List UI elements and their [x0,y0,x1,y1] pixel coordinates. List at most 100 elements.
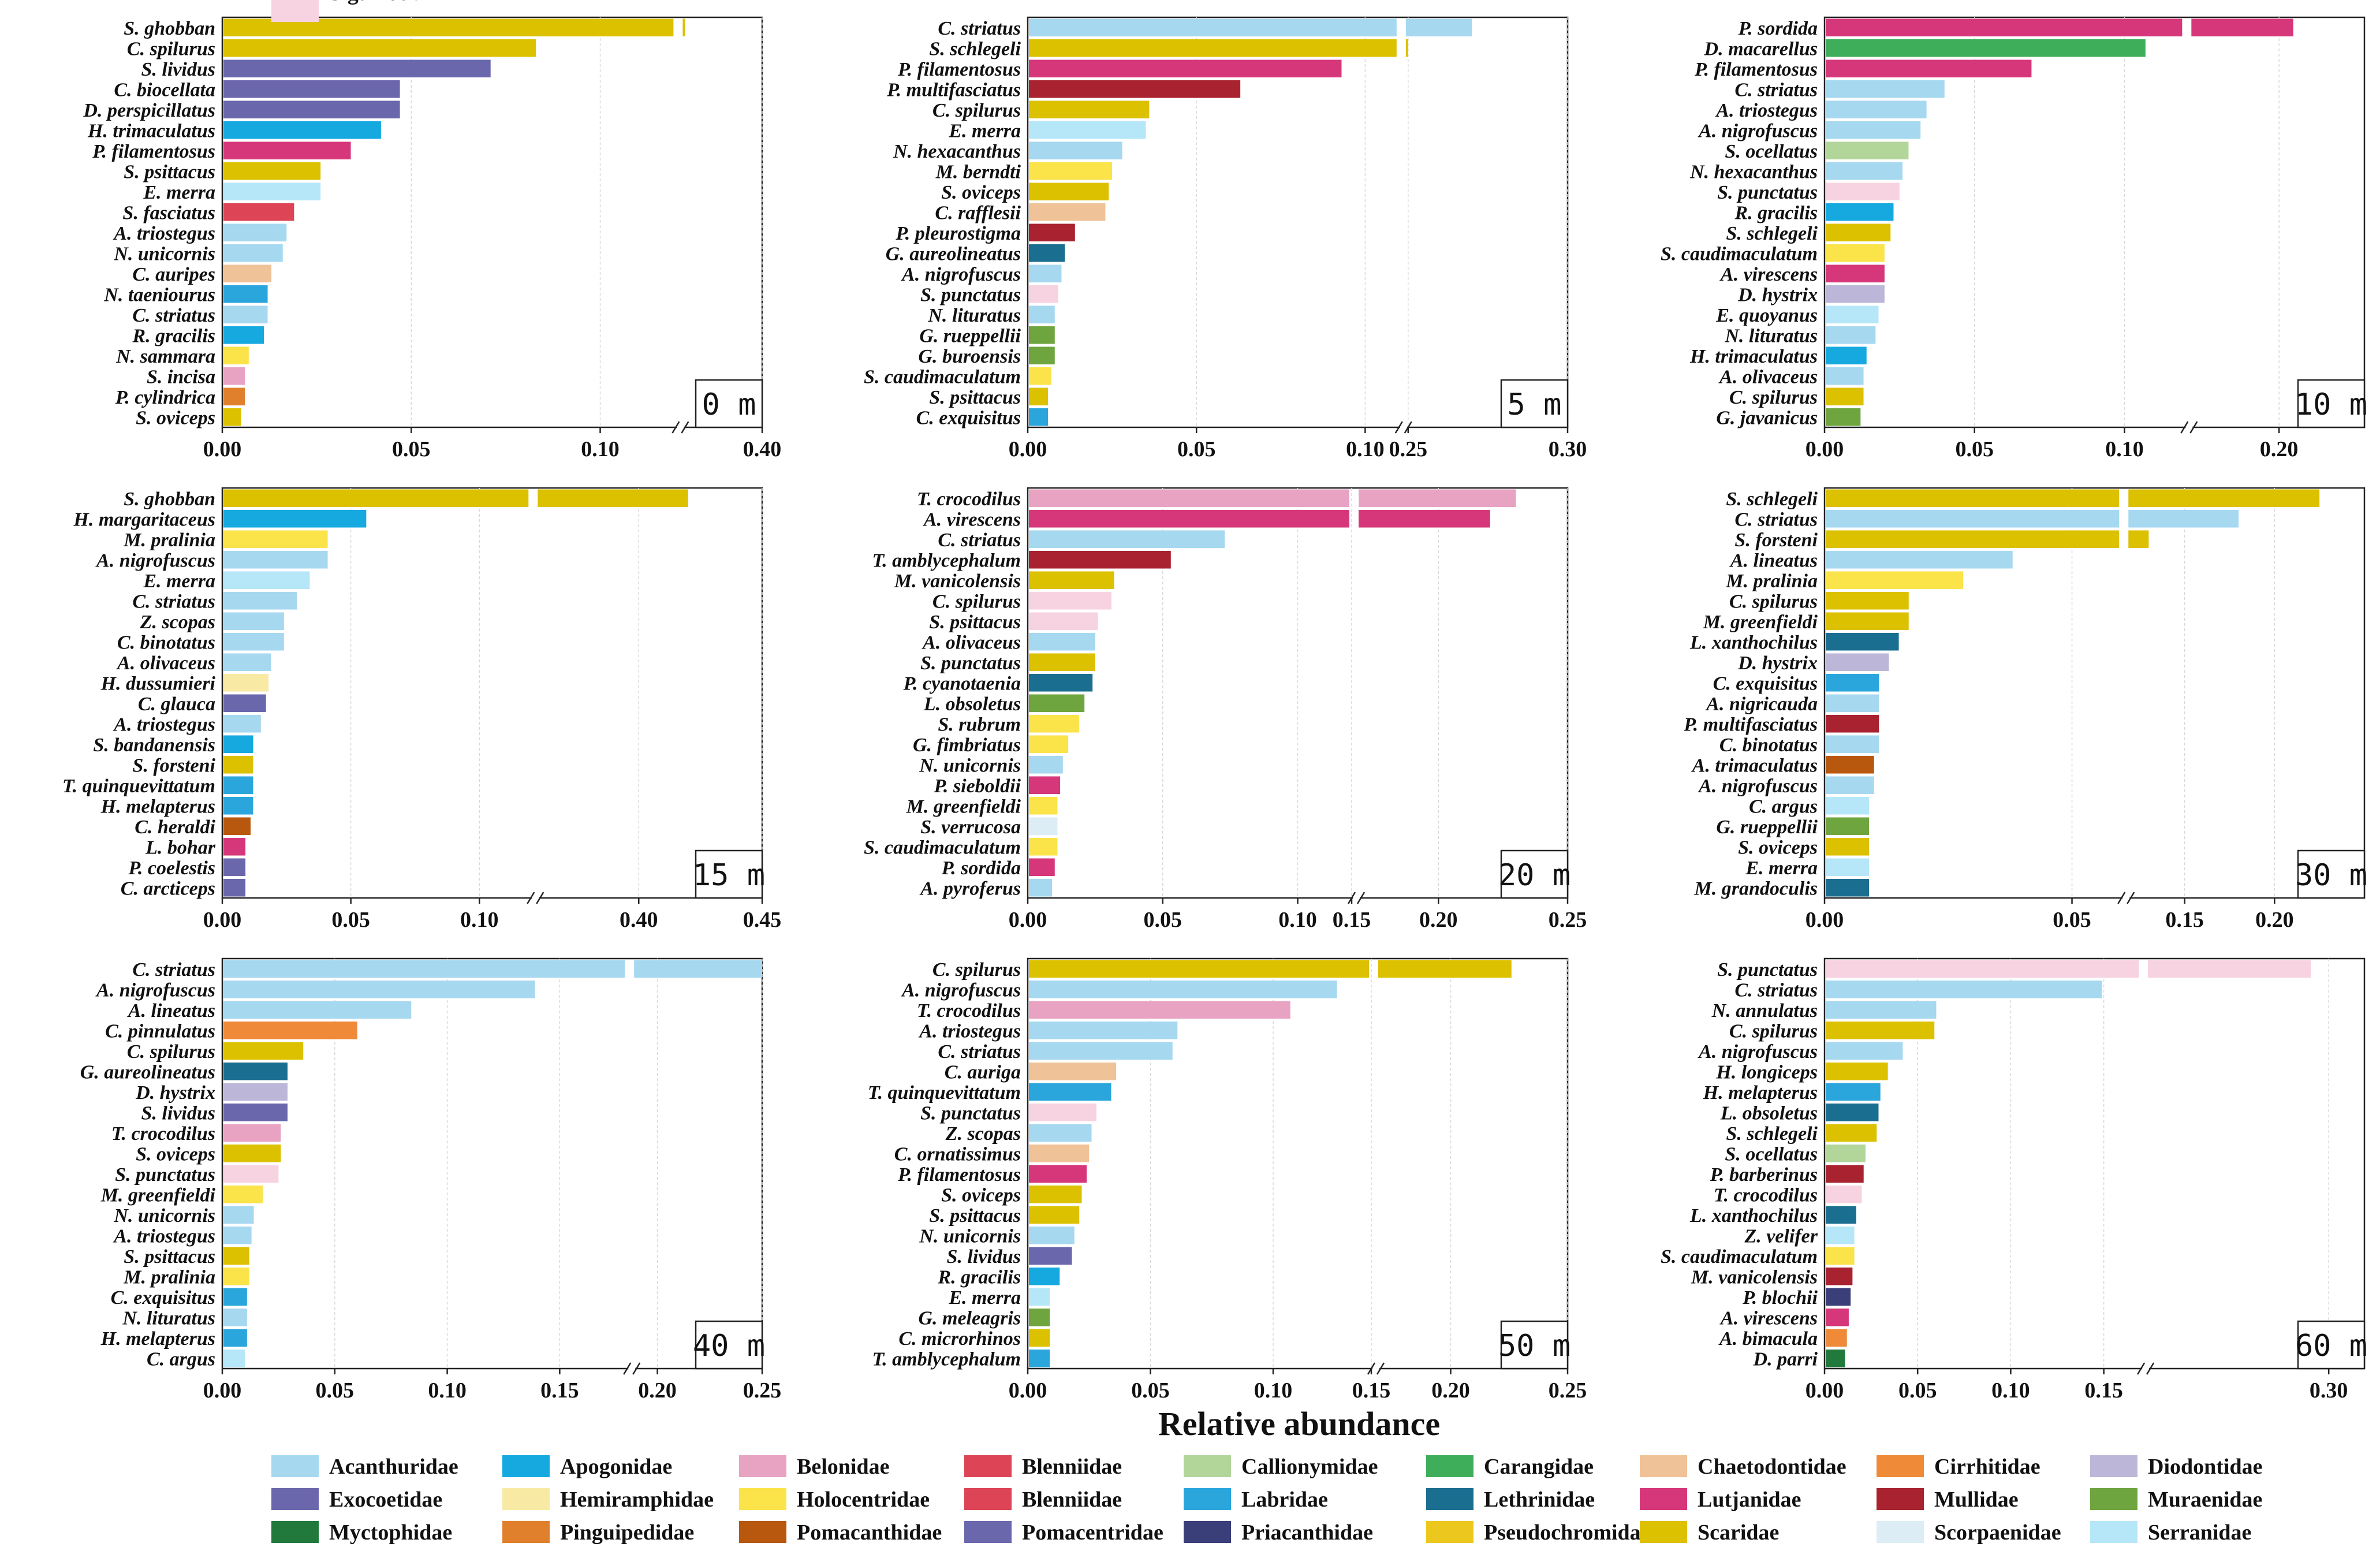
bar [223,591,297,610]
species-label: M. pralinia [123,1266,215,1288]
species-label: C. striatus [1734,79,1818,100]
x-tick-label: 0.05 [2053,908,2091,932]
bar [1826,694,1879,713]
bar [223,100,400,119]
legend-label: Scorpaenidae [1934,1520,2061,1545]
species-label: C. auriga [945,1061,1021,1083]
depth-label: 60 m [2295,1329,2367,1363]
species-label: C. striatus [132,591,215,612]
x-tick-label: 0.10 [1254,1378,1293,1403]
bar [223,632,284,651]
legend-swatch [2090,1488,2137,1510]
bar [1826,1267,1853,1285]
bar [1826,1247,1855,1265]
axis-break-mark [1394,421,1403,434]
bar [1029,121,1146,139]
x-tick-label: 0.00 [203,437,242,461]
species-label: C. argus [1749,796,1818,817]
bar [223,1083,288,1101]
bar [1029,1001,1290,1019]
bar [223,878,246,897]
bar [1029,1329,1050,1347]
species-label: C. pinnulatus [105,1020,215,1042]
species-label: E. merra [948,120,1021,141]
bar [1826,162,1903,180]
bar [1029,837,1058,856]
axis-break-gap [2185,423,2193,432]
depth-label: 40 m [693,1329,765,1363]
depth-box [695,849,763,899]
species-label: C. striatus [132,959,215,981]
species-label: C. striatus [938,1041,1021,1063]
bar [1826,489,2120,508]
bar [223,408,241,426]
bar [1826,1021,1935,1039]
species-label: L. xanthochilus [1689,1205,1818,1227]
bar [223,673,269,692]
x-tick-label: 0.15 [2165,908,2204,932]
legend-label: Siganidae [329,0,420,5]
legend-swatch [1426,1521,1473,1543]
bar [1378,960,1512,978]
bar [1029,18,1397,37]
species-label: A. olivaceus [922,632,1021,653]
legend-swatch [739,1455,786,1477]
species-label: T. amblycephalum [872,1348,1021,1370]
species-label: M. vanicolensis [894,571,1021,592]
bar [1826,1185,1862,1203]
x-tick-label: 0.05 [1177,437,1216,461]
species-label: H. melapterus [1703,1082,1818,1104]
legend-label: Lutjanidae [1698,1488,1801,1512]
bar [1029,796,1058,815]
bar [223,571,310,590]
species-label: G. aureolineatus [80,1061,215,1083]
species-label: P. pleurostigma [895,223,1021,244]
species-label: R. gracilis [937,1266,1021,1288]
bar [1826,346,1867,365]
species-label: P. cyanotaenia [903,673,1021,694]
bar [2191,18,2293,37]
species-label: G. rueppellii [1716,817,1818,838]
bar [223,755,253,774]
legend-swatch [1184,1521,1231,1543]
species-label: S. oviceps [136,407,215,428]
axis-break-gap [1372,1364,1379,1373]
species-label: C. striatus [1734,979,1818,1001]
axis-break-mark [527,892,535,904]
x-tick-label: 0.05 [316,1378,355,1403]
species-label: M. pralinia [1725,571,1818,592]
bar [1826,612,1909,631]
bar [1029,408,1049,426]
legend-swatch [502,1455,550,1477]
species-label: A. triostegus [1715,100,1818,121]
axis-break-mark [632,1362,641,1375]
bar [223,1144,281,1162]
bar [223,489,529,508]
legend-swatch [1640,1521,1687,1543]
species-label: P. blochii [1742,1287,1818,1309]
species-label: A. nigrofuscus [1698,120,1818,141]
bar [1029,858,1055,877]
species-label: S. oviceps [136,1143,215,1165]
legend-swatch [1877,1488,1924,1510]
bar [223,59,491,78]
plot-frame [1823,487,2366,899]
bar [634,960,762,978]
species-label: M. greenfieldi [906,796,1021,817]
depth-box [1500,379,1569,428]
bar [1826,182,1900,201]
x-tick-label: 0.15 [1333,908,1371,932]
x-tick-label: 0.05 [1144,908,1182,932]
species-label: G. javanicus [1716,407,1818,428]
species-label: D. macarellus [1704,38,1818,59]
species-label: A. lineatus [127,1000,215,1022]
legend-label: Labridae [1241,1488,1328,1512]
bar [1029,1226,1075,1244]
bar [223,1267,249,1285]
species-label: E. quoyanus [1715,305,1818,326]
axis-break-mark [2137,1362,2146,1375]
plot-frame [1027,957,1569,1370]
bar [1826,1062,1888,1080]
